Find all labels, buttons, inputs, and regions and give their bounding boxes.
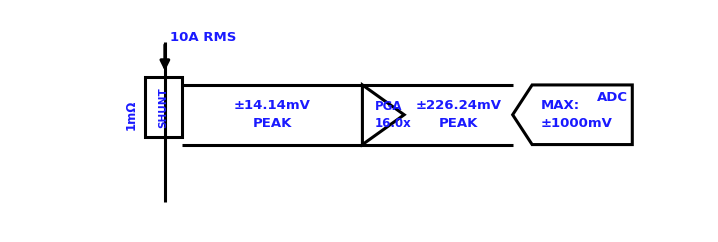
Text: SHUNT: SHUNT xyxy=(159,87,169,128)
Text: 10A RMS: 10A RMS xyxy=(170,31,237,44)
Text: PGA
16.0x: PGA 16.0x xyxy=(375,100,411,130)
Text: MAX:
±1000mV: MAX: ±1000mV xyxy=(541,99,612,130)
Text: ±14.14mV
PEAK: ±14.14mV PEAK xyxy=(233,99,310,130)
Bar xyxy=(145,77,182,137)
Text: ADC: ADC xyxy=(597,91,628,105)
Polygon shape xyxy=(513,85,633,144)
Polygon shape xyxy=(363,85,404,144)
Text: 1mΩ: 1mΩ xyxy=(125,99,138,130)
Text: ±226.24mV
PEAK: ±226.24mV PEAK xyxy=(416,99,501,130)
